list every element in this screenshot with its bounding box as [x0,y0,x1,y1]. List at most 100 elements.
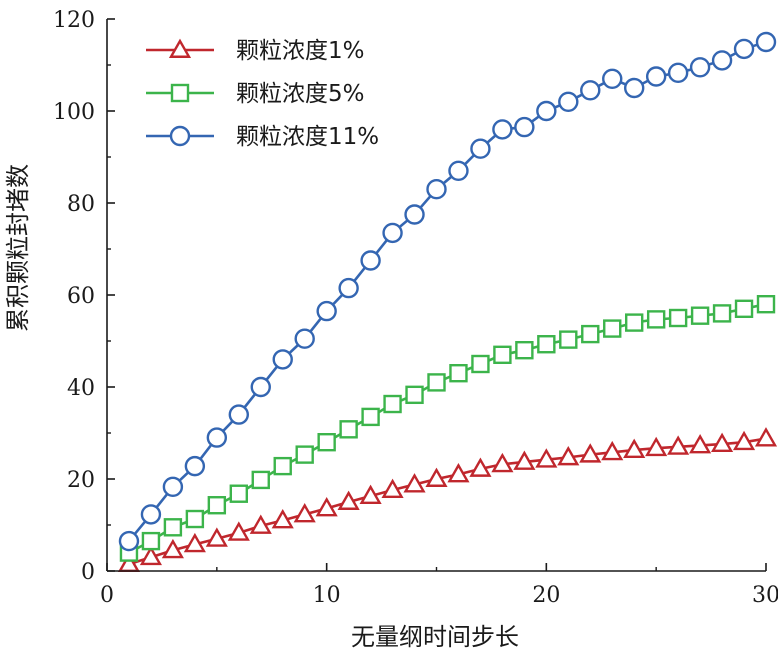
data-point-square [668,308,688,328]
data-point-square [185,509,205,529]
data-point-circle [118,530,140,552]
data-point-triangle [161,538,184,559]
data-point-square [317,433,336,452]
y-tick-label: 0 [81,560,95,585]
data-point-triangle [227,521,250,541]
x-tick-label: 20 [532,583,560,608]
legend-item: 颗粒浓度11% [146,124,379,150]
data-point-square [295,445,314,464]
data-point-triangle [535,448,558,468]
data-point-circle [645,66,667,87]
data-point-square [405,385,424,405]
data-point-square [361,407,380,427]
data-point-square [449,364,468,383]
data-point-triangle [168,38,192,58]
legend-label: 颗粒浓度5% [236,81,365,107]
data-point-circle [733,38,755,60]
data-point-square [229,484,249,503]
axes-layer: 0 10 20 30 0 20 40 60 80 100 120 [53,8,778,608]
data-point-square [646,310,666,329]
data-point-circle [426,178,447,200]
y-tick-label: 120 [53,8,95,33]
data-point-triangle [315,497,338,517]
legend-item: 颗粒浓度5% [146,81,365,107]
data-point-circle [711,50,733,71]
data-point-circle [536,100,557,122]
data-point-circle [316,300,337,322]
data-point-triangle [623,438,646,458]
data-point-circle [169,125,191,147]
data-point-circle [404,204,425,225]
legend: 颗粒浓度1% 颗粒浓度5% 颗粒浓度11% [146,38,379,150]
data-point-circle [602,68,623,90]
data-point-circle [448,160,469,182]
data-point-circle [558,91,579,113]
data-point-square [581,324,600,344]
legend-item: 颗粒浓度1% [146,38,365,64]
data-point-square [163,518,183,537]
data-point-triangle [293,503,316,523]
data-point-square [690,306,710,325]
data-point-circle [580,80,601,101]
data-point-circle [360,250,381,271]
data-point-circle [272,349,293,370]
data-point-triangle [425,467,448,487]
data-point-square [207,496,227,515]
data-point-circle [184,455,206,477]
data-point-square [559,330,578,349]
data-point-triangle [381,478,404,498]
y-tick-label: 80 [67,192,95,217]
y-tick-label: 100 [53,100,95,125]
data-point-circle [689,57,711,78]
series-layer [117,31,778,573]
data-point-triangle [710,432,734,452]
data-point-triangle [557,445,580,466]
data-point-triangle [732,430,756,451]
data-point-triangle [205,527,228,547]
y-tick-label: 60 [67,284,95,309]
data-point-square [427,373,446,392]
legend-label: 颗粒浓度11% [236,124,379,150]
data-point-square [141,531,161,551]
y-axis-title: 累积颗粒封堵数 [4,164,32,332]
data-point-circle [294,328,315,349]
data-point-circle [514,116,535,138]
x-axis-title: 无量纲时间步长 [351,623,519,651]
data-point-triangle [337,490,360,510]
data-point-triangle [469,457,492,477]
data-point-circle [492,119,513,140]
y-ticks: 0 20 40 60 80 100 120 [53,8,115,585]
x-ticks: 0 10 20 30 [100,563,778,608]
data-point-circle [250,376,271,398]
data-point-square [383,394,402,414]
data-point-square [712,304,732,323]
series-triangle [117,427,778,573]
data-point-triangle [579,443,602,463]
data-point-triangle [271,508,294,529]
data-point-triangle [754,427,778,447]
data-point-triangle [689,434,712,454]
data-point-square [625,313,644,332]
data-point-circle [470,138,491,159]
data-point-triangle [359,484,382,504]
data-point-square [734,299,754,318]
data-point-circle [382,222,403,244]
data-point-circle [667,62,689,84]
data-point-triangle [183,532,206,553]
data-point-triangle [513,450,536,470]
data-point-circle [140,504,162,525]
data-point-square [756,295,776,314]
data-point-triangle [249,514,272,534]
data-point-square [273,456,292,476]
x-tick-label: 10 [313,583,341,608]
data-point-square [603,319,622,338]
data-point-triangle [447,462,470,483]
data-point-circle [624,77,645,99]
data-point-square [251,470,270,490]
data-point-square [170,83,190,103]
series-square [119,295,776,562]
data-point-square [515,341,534,360]
data-point-triangle [645,436,668,457]
y-tick-label: 20 [67,468,95,493]
data-point-triangle [601,440,624,461]
